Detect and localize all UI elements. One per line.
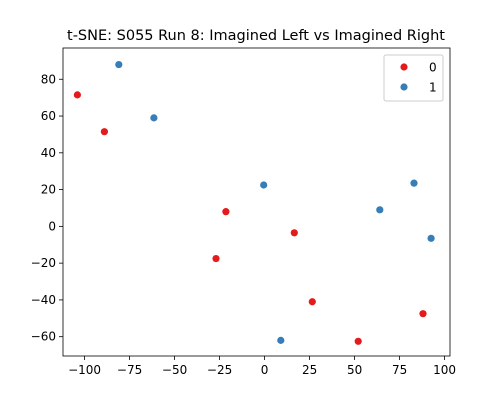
y-tick-label: 20 [41,183,56,197]
x-tick-label: 25 [302,363,317,377]
scatter-point-class-1 [115,61,122,68]
x-tick-label: 50 [347,363,362,377]
scatter-point-class-0 [419,310,426,317]
scatter-point-class-0 [222,208,229,215]
x-tick-label: −75 [117,363,142,377]
legend: 01 [384,55,443,101]
y-axis: −60 −40 −20 0 20 40 60 80 [31,72,63,343]
x-tick-label: 100 [433,363,456,377]
x-tick-label: −50 [162,363,187,377]
scatter-point-class-1 [376,206,383,213]
chart-title: t-SNE: S055 Run 8: Imagined Left vs Imag… [67,28,445,44]
scatter-point-class-0 [101,128,108,135]
x-tick-label: 75 [392,363,407,377]
y-tick-label: 60 [41,109,56,123]
legend-marker [400,83,407,90]
scatter-point-class-1 [410,180,417,187]
x-tick-label: −25 [207,363,232,377]
y-tick-label: −20 [31,256,56,270]
scatter-point-class-1 [428,235,435,242]
scatter-point-class-0 [355,338,362,345]
scatter-point-class-0 [309,298,316,305]
x-tick-label: 0 [261,363,269,377]
legend-marker [400,63,407,70]
x-axis: −100 −75 −50 −25 0 25 50 75 100 [68,356,456,377]
y-tick-label: −60 [31,330,56,344]
scatter-point-class-0 [291,229,298,236]
y-tick-label: 40 [41,146,56,160]
x-tick-label: −100 [68,363,101,377]
legend-label: 1 [429,81,437,95]
scatter-point-class-1 [150,114,157,121]
scatter-point-class-1 [277,337,284,344]
scatter-points [74,61,435,345]
y-tick-label: 0 [48,219,56,233]
y-tick-label: −40 [31,293,56,307]
scatter-point-class-0 [74,91,81,98]
y-tick-label: 80 [41,72,56,86]
scatter-point-class-1 [260,181,267,188]
scatter-point-class-0 [212,255,219,262]
legend-label: 0 [429,61,437,75]
